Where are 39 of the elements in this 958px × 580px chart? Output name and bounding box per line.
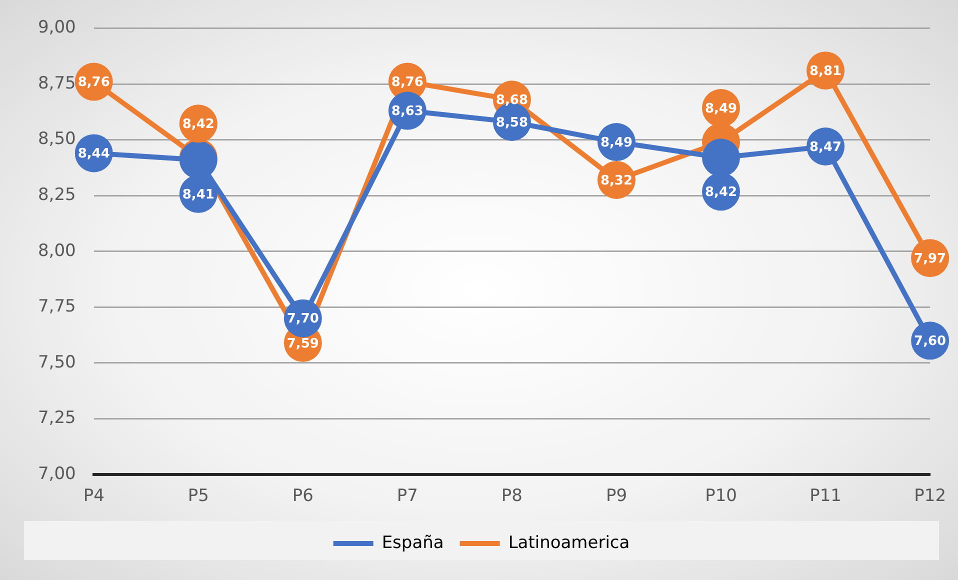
- legend-label: España: [382, 532, 444, 553]
- legend-label: Latinoamerica: [508, 532, 630, 553]
- x-tick-label: P5: [188, 486, 209, 506]
- x-tick-label: P6: [292, 486, 314, 506]
- data-label: 8,81: [809, 64, 842, 79]
- data-label: 8,49: [704, 101, 738, 116]
- y-tick-label: 7,00: [38, 464, 76, 484]
- y-tick-label: 7,50: [38, 352, 76, 372]
- y-tick-label: 9,00: [38, 18, 76, 38]
- data-label: 8,63: [391, 104, 424, 120]
- x-tick-label: P4: [83, 486, 104, 506]
- data-label: 8,41: [182, 187, 214, 202]
- y-tick-label: 8,50: [38, 129, 76, 150]
- y-tick-label: 8,25: [38, 185, 76, 206]
- data-label: 7,60: [914, 334, 946, 350]
- data-label: 7,59: [286, 336, 319, 352]
- point: [702, 138, 740, 177]
- x-tick-label: P9: [606, 486, 628, 506]
- y-tick-label: 7,25: [38, 408, 76, 428]
- data-label: 8,58: [496, 115, 528, 130]
- data-label: 8,42: [704, 185, 738, 200]
- y-tick-label: 8,00: [38, 240, 76, 261]
- data-label: 8,32: [600, 173, 633, 188]
- data-label: 8,44: [78, 146, 110, 162]
- x-tick-label: P11: [810, 486, 842, 506]
- data-label: 8,47: [809, 140, 842, 155]
- data-label: 8,42: [182, 117, 214, 132]
- data-label: 7,70: [286, 312, 319, 327]
- data-label: 8,76: [78, 75, 110, 90]
- x-tick-label: P8: [501, 486, 522, 506]
- x-tick-label: P12: [914, 486, 946, 506]
- y-tick-label: 7,75: [38, 296, 76, 317]
- data-label: 8,68: [496, 93, 528, 108]
- y-tick-label: 8,75: [38, 73, 76, 94]
- data-label: 8,76: [391, 75, 424, 90]
- x-tick-label: P10: [705, 486, 737, 506]
- data-label: 8,49: [600, 135, 633, 150]
- data-label: 7,97: [914, 251, 946, 266]
- x-tick-label: P7: [396, 486, 418, 506]
